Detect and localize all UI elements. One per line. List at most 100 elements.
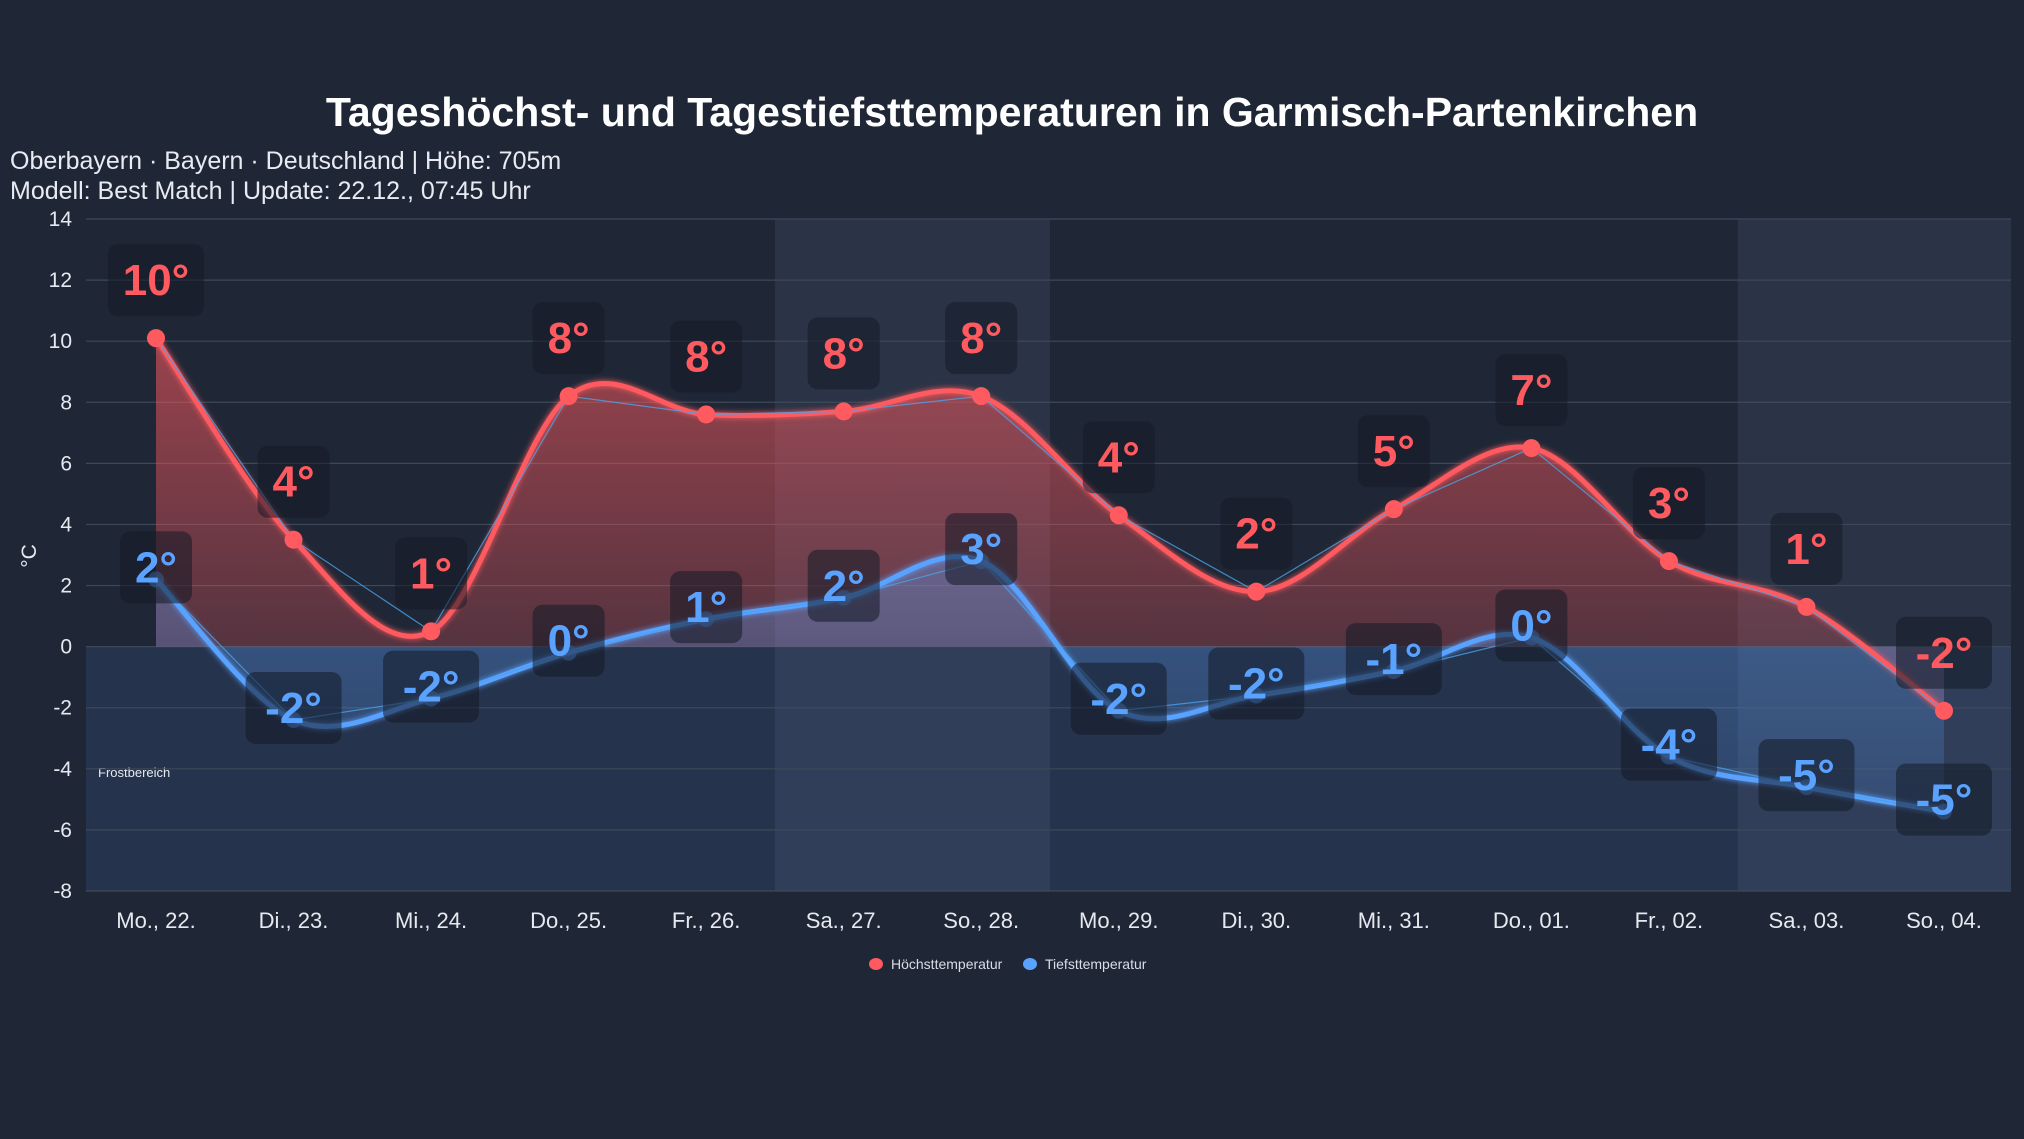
data-point bbox=[559, 387, 578, 406]
value-label: -5° bbox=[1916, 776, 1973, 825]
y-tick-label: -2 bbox=[53, 697, 72, 720]
value-label: 7° bbox=[1510, 366, 1552, 415]
value-label-box bbox=[1896, 616, 1992, 689]
legend-label: Tiefsttemperatur bbox=[1045, 956, 1147, 972]
value-label-box bbox=[1220, 497, 1293, 570]
x-tick-label: Sa., 27. bbox=[806, 908, 882, 933]
data-point bbox=[1109, 506, 1128, 525]
value-label: 1° bbox=[1785, 525, 1827, 574]
data-point bbox=[697, 405, 716, 424]
value-label: 0° bbox=[548, 617, 590, 666]
data-point bbox=[834, 402, 853, 421]
y-tick-label: -8 bbox=[53, 880, 72, 903]
value-label: 5° bbox=[1373, 427, 1415, 476]
value-label-box bbox=[1357, 415, 1430, 488]
data-point bbox=[1522, 439, 1541, 458]
value-label-box bbox=[1070, 662, 1167, 735]
value-label: 3° bbox=[960, 525, 1002, 574]
value-label: -4° bbox=[1641, 721, 1698, 770]
x-tick-label: Do., 01. bbox=[1493, 908, 1570, 933]
value-label: 2° bbox=[823, 562, 865, 611]
y-tick-label: 0 bbox=[60, 636, 72, 659]
x-tick-label: Sa., 03. bbox=[1769, 908, 1845, 933]
data-point bbox=[972, 387, 991, 406]
x-tick-label: Mo., 22. bbox=[116, 908, 195, 933]
y-tick-label: -6 bbox=[53, 819, 72, 842]
value-label-box bbox=[1495, 589, 1568, 662]
x-tick-label: Do., 25. bbox=[530, 908, 607, 933]
value-label-box bbox=[1758, 739, 1855, 812]
legend-marker-low bbox=[1023, 958, 1037, 970]
y-tick-label: 6 bbox=[60, 452, 72, 475]
value-label-box bbox=[1770, 512, 1843, 585]
value-label-box bbox=[395, 537, 468, 610]
value-label-box bbox=[807, 549, 880, 622]
x-tick-label: Mo., 29. bbox=[1079, 908, 1158, 933]
x-tick-label: Mi., 31. bbox=[1358, 908, 1430, 933]
value-label-box bbox=[670, 320, 743, 393]
value-label-box bbox=[1632, 467, 1705, 540]
value-label-box bbox=[245, 671, 342, 744]
value-label-box bbox=[120, 531, 192, 604]
x-tick-label: Fr., 26. bbox=[672, 908, 740, 933]
data-point bbox=[1935, 701, 1953, 720]
value-label-box bbox=[1345, 623, 1442, 696]
value-label: -2° bbox=[1916, 629, 1973, 678]
value-label: 4° bbox=[272, 458, 314, 507]
value-label-box bbox=[1620, 708, 1717, 781]
value-label-box bbox=[383, 650, 480, 723]
value-label: -2° bbox=[403, 663, 460, 712]
chart-title: Tageshöchst- und Tagestiefsttemperaturen… bbox=[326, 89, 1698, 135]
value-label: 2° bbox=[135, 543, 177, 592]
value-label-box bbox=[1208, 647, 1305, 720]
legend-marker-high bbox=[869, 958, 883, 970]
value-label: -1° bbox=[1365, 635, 1422, 684]
y-tick-label: 2 bbox=[60, 575, 72, 598]
x-tick-label: Di., 30. bbox=[1221, 908, 1291, 933]
x-tick-label: So., 28. bbox=[943, 908, 1019, 933]
data-point bbox=[147, 329, 165, 348]
value-label: 3° bbox=[1648, 479, 1690, 528]
legend: Höchsttemperatur Tiefsttemperatur bbox=[869, 956, 1147, 972]
value-label: 8° bbox=[960, 314, 1002, 363]
value-label-box bbox=[257, 445, 330, 518]
data-point bbox=[1384, 500, 1403, 519]
value-label: 2° bbox=[1235, 510, 1277, 559]
value-label-box bbox=[108, 244, 204, 317]
value-label: -2° bbox=[265, 684, 322, 733]
value-label-box bbox=[945, 302, 1018, 375]
value-label: 10° bbox=[123, 256, 190, 305]
x-tick-label: So., 04. bbox=[1906, 908, 1982, 933]
value-label: 4° bbox=[1098, 433, 1140, 482]
x-tick-label: Mi., 24. bbox=[395, 908, 467, 933]
y-tick-label: 14 bbox=[49, 208, 73, 231]
value-label-box bbox=[532, 302, 605, 375]
data-point bbox=[1797, 597, 1816, 616]
value-label-box bbox=[1495, 354, 1568, 427]
y-axis-title: °C bbox=[18, 544, 41, 568]
data-point bbox=[1659, 552, 1678, 571]
legend-label: Höchsttemperatur bbox=[891, 956, 1003, 972]
data-point bbox=[284, 530, 303, 549]
x-tick-label: Di., 23. bbox=[259, 908, 329, 933]
y-tick-label: 4 bbox=[60, 513, 72, 536]
y-tick-label: 8 bbox=[60, 391, 72, 414]
value-label-box bbox=[670, 571, 743, 644]
value-label: 8° bbox=[823, 329, 865, 378]
value-label-box bbox=[807, 317, 880, 390]
x-tick-label: Fr., 02. bbox=[1635, 908, 1703, 933]
value-label: -2° bbox=[1090, 675, 1147, 724]
data-point bbox=[422, 622, 441, 641]
frost-zone-label: Frostbereich bbox=[98, 765, 170, 780]
y-tick-label: 10 bbox=[49, 330, 72, 353]
y-tick-label: -4 bbox=[53, 758, 72, 781]
value-label-box bbox=[1082, 421, 1155, 494]
value-label: 1° bbox=[410, 549, 452, 598]
value-label: 8° bbox=[548, 314, 590, 363]
subtitle-model: Modell: Best Match | Update: 22.12., 07:… bbox=[10, 177, 531, 205]
subtitle-location: Oberbayern · Bayern · Deutschland | Höhe… bbox=[10, 147, 561, 175]
y-tick-label: 12 bbox=[49, 269, 72, 292]
value-label: 8° bbox=[685, 332, 727, 381]
value-label: 1° bbox=[685, 583, 727, 632]
